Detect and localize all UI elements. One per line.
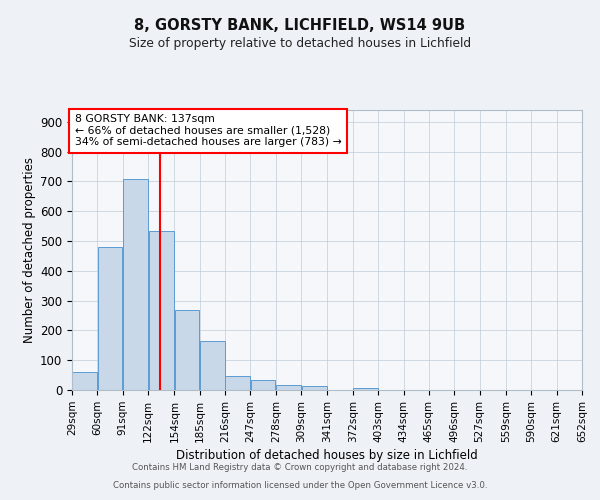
Bar — [276, 384, 301, 390]
Bar — [123, 178, 148, 390]
Bar — [98, 247, 122, 390]
Bar — [200, 341, 225, 390]
Bar — [149, 230, 174, 390]
Text: Contains HM Land Registry data © Crown copyright and database right 2024.: Contains HM Land Registry data © Crown c… — [132, 464, 468, 472]
Text: 8 GORSTY BANK: 137sqm
← 66% of detached houses are smaller (1,528)
34% of semi-d: 8 GORSTY BANK: 137sqm ← 66% of detached … — [74, 114, 341, 148]
Bar — [302, 386, 327, 390]
Bar — [251, 380, 275, 390]
Bar — [73, 372, 97, 390]
Bar — [226, 376, 250, 390]
X-axis label: Distribution of detached houses by size in Lichfield: Distribution of detached houses by size … — [176, 449, 478, 462]
Bar — [175, 310, 199, 390]
Text: Size of property relative to detached houses in Lichfield: Size of property relative to detached ho… — [129, 38, 471, 51]
Y-axis label: Number of detached properties: Number of detached properties — [23, 157, 36, 343]
Text: Contains public sector information licensed under the Open Government Licence v3: Contains public sector information licen… — [113, 481, 487, 490]
Text: 8, GORSTY BANK, LICHFIELD, WS14 9UB: 8, GORSTY BANK, LICHFIELD, WS14 9UB — [134, 18, 466, 32]
Bar — [353, 388, 378, 390]
